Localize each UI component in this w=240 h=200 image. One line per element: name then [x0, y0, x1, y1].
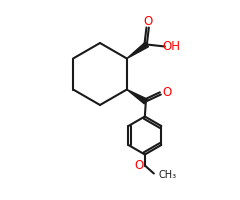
Text: O: O — [135, 159, 144, 172]
Polygon shape — [127, 90, 147, 104]
Text: O: O — [162, 86, 171, 99]
Text: OH: OH — [163, 40, 181, 53]
Polygon shape — [127, 42, 149, 58]
Text: CH₃: CH₃ — [159, 170, 177, 180]
Text: O: O — [143, 15, 152, 28]
